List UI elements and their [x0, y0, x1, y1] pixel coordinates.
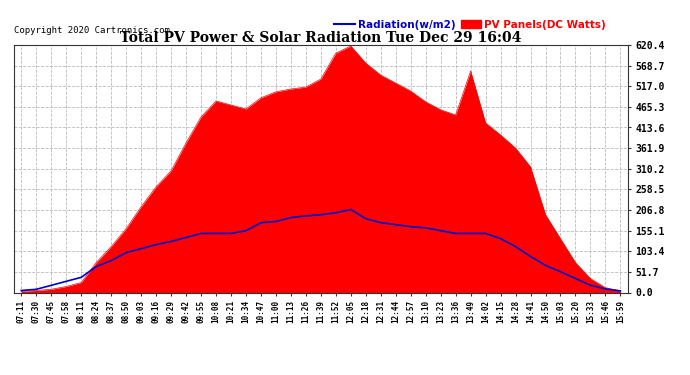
Legend: Radiation(w/m2), PV Panels(DC Watts): Radiation(w/m2), PV Panels(DC Watts) [330, 15, 611, 34]
Title: Total PV Power & Solar Radiation Tue Dec 29 16:04: Total PV Power & Solar Radiation Tue Dec… [120, 31, 522, 45]
Text: Copyright 2020 Cartronics.com: Copyright 2020 Cartronics.com [14, 26, 170, 35]
